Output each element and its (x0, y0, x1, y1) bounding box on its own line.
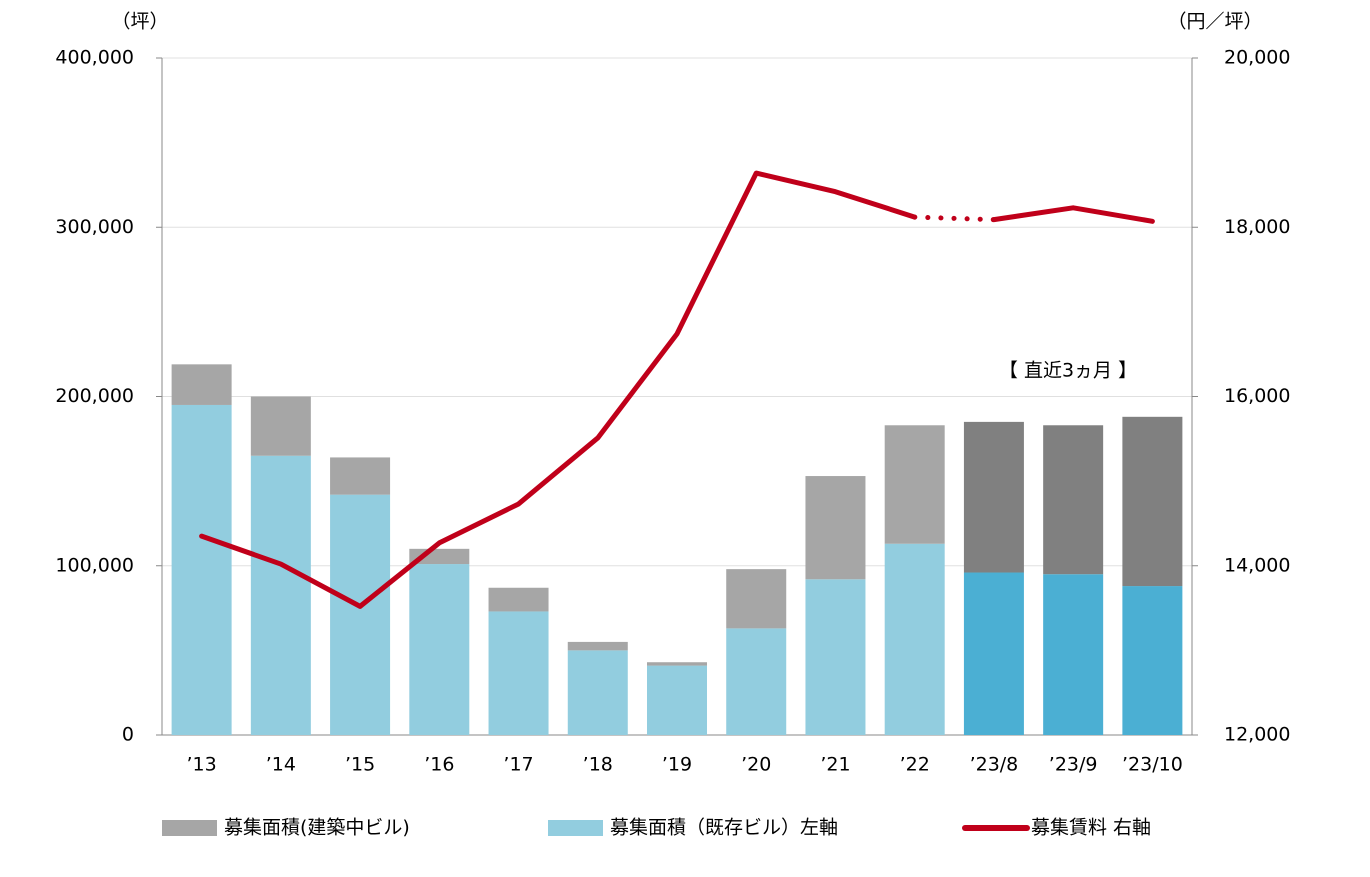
x-tick-label: ’23/10 (1122, 754, 1183, 776)
bar (963, 572, 1024, 735)
bar (171, 364, 232, 405)
bar (805, 476, 866, 580)
y-tick-label: 200,000 (55, 385, 134, 407)
x-tick-label: ’14 (266, 754, 296, 776)
y2-tick-label: 20,000 (1224, 47, 1290, 69)
x-tick-label: ’23/9 (1049, 754, 1098, 776)
bar (567, 641, 628, 651)
x-tick-label: ’22 (900, 754, 930, 776)
bar (884, 543, 945, 735)
x-tick-label: ’13 (187, 754, 217, 776)
bar (647, 662, 707, 666)
bar (171, 404, 232, 735)
bar (250, 396, 311, 456)
x-tick-label: ’19 (662, 754, 692, 776)
x-tick-label: ’17 (503, 754, 533, 776)
x-tick-label: ’15 (345, 754, 375, 776)
bar (963, 421, 1024, 573)
bar (805, 579, 866, 735)
line-dotted (912, 214, 997, 223)
y-unit: （坪） (111, 11, 168, 33)
bar (1122, 586, 1183, 735)
bar (726, 628, 787, 735)
y-tick-label: 0 (122, 724, 134, 746)
y-tick-label: 100,000 (55, 554, 134, 576)
y-tick-label: 400,000 (55, 47, 134, 69)
bar (726, 569, 787, 629)
x-tick-label: ’20 (741, 754, 771, 776)
bar (567, 650, 628, 735)
y2-tick-label: 14,000 (1224, 554, 1290, 576)
y-tick-label: 300,000 (55, 216, 134, 238)
legend-label: 募集面積（既存ビル）左軸 (610, 817, 838, 839)
y2-tick-label: 12,000 (1224, 724, 1290, 746)
bar (488, 587, 549, 612)
legend-swatch (162, 820, 217, 836)
bar (330, 457, 391, 495)
bar (647, 665, 707, 735)
annotation: 【 直近3ヵ月 】 (999, 360, 1137, 382)
legend-label: 募集面積(建築中ビル) (224, 817, 410, 839)
line (199, 170, 918, 609)
bar (884, 425, 945, 544)
x-tick-label: ’23/8 (970, 754, 1019, 776)
x-tick-label: ’16 (424, 754, 454, 776)
bar (1043, 574, 1104, 735)
y2-unit: （円／坪） (1167, 11, 1262, 33)
bar (488, 611, 549, 735)
bar (330, 494, 391, 735)
bar (1043, 425, 1104, 575)
bar (1122, 416, 1183, 587)
bar (409, 564, 470, 735)
y2-tick-label: 18,000 (1224, 216, 1290, 238)
x-tick-label: ’18 (583, 754, 613, 776)
y2-tick-label: 16,000 (1224, 385, 1290, 407)
x-tick-label: ’21 (820, 754, 850, 776)
legend-label: 募集賃料 右軸 (1031, 817, 1151, 839)
legend-swatch (548, 820, 603, 836)
line (991, 205, 1155, 224)
bar (250, 455, 311, 735)
